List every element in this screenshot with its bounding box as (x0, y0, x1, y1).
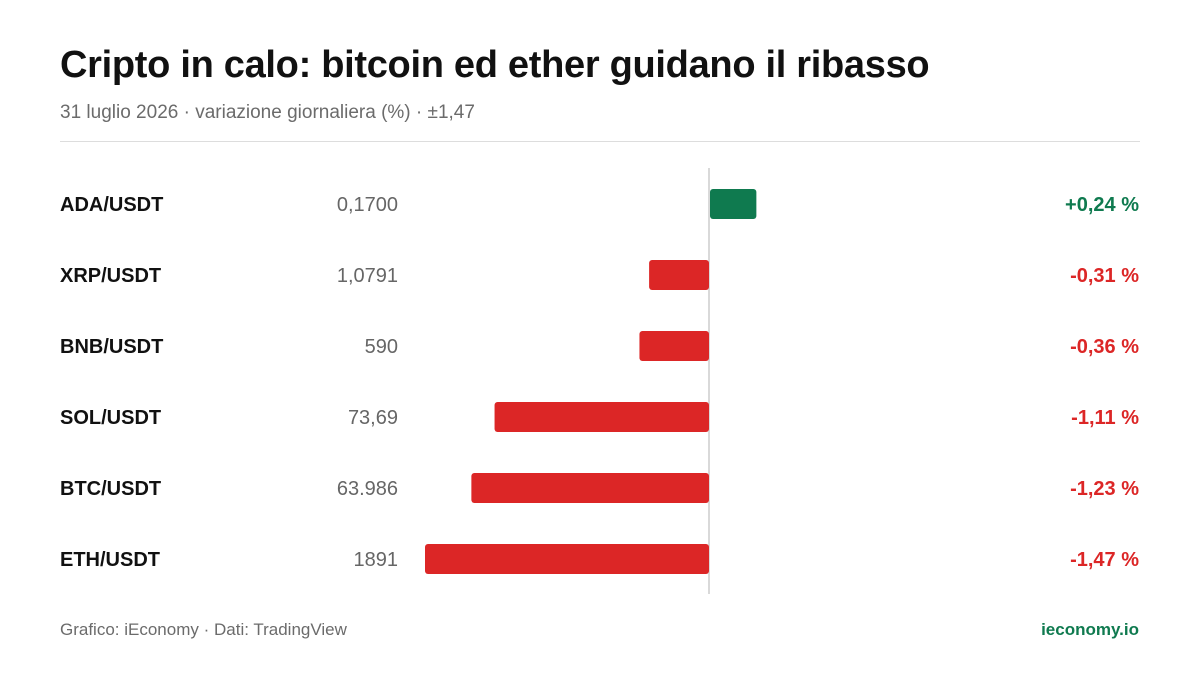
price-label: 1891 (354, 549, 399, 571)
price-label: 590 (365, 336, 398, 358)
source-credit: Grafico: iEconomy · Dati: TradingView (60, 620, 347, 639)
price-label: 63.986 (337, 478, 398, 500)
bar-chart: ADA/USDT 0,1700 +0,24 % XRP/USDT 1,0791 -0,31… (60, 168, 1139, 594)
change-bar (471, 473, 709, 503)
change-bar (494, 402, 709, 432)
price-label: 0,1700 (337, 194, 398, 216)
change-value-label: -1,23 % (1070, 478, 1139, 500)
pair-label: ETH/USDT (60, 549, 160, 571)
change-bar (425, 544, 709, 574)
change-bar (649, 260, 709, 290)
change-bar (710, 189, 757, 219)
change-value-label: +0,24 % (1065, 194, 1139, 216)
pair-label: BNB/USDT (60, 336, 163, 358)
pair-label: BTC/USDT (60, 478, 161, 500)
change-value-label: -1,11 % (1071, 407, 1139, 429)
brand-link[interactable]: ieconomy.io (1041, 620, 1139, 639)
price-label: 73,69 (348, 407, 398, 429)
pair-label: XRP/USDT (60, 265, 161, 287)
change-value-label: -0,31 % (1070, 265, 1139, 287)
pair-label: ADA/USDT (60, 194, 163, 216)
chart-title: Cripto in calo: bitcoin ed ether guidano… (60, 44, 930, 86)
change-value-label: -0,36 % (1070, 336, 1139, 358)
chart-subtitle: 31 luglio 2026 · variazione giornaliera … (60, 102, 475, 123)
pair-label: SOL/USDT (60, 407, 161, 429)
change-bar (639, 331, 709, 361)
change-value-label: -1,47 % (1070, 549, 1139, 571)
header-divider (60, 141, 1140, 142)
price-label: 1,0791 (337, 265, 398, 287)
